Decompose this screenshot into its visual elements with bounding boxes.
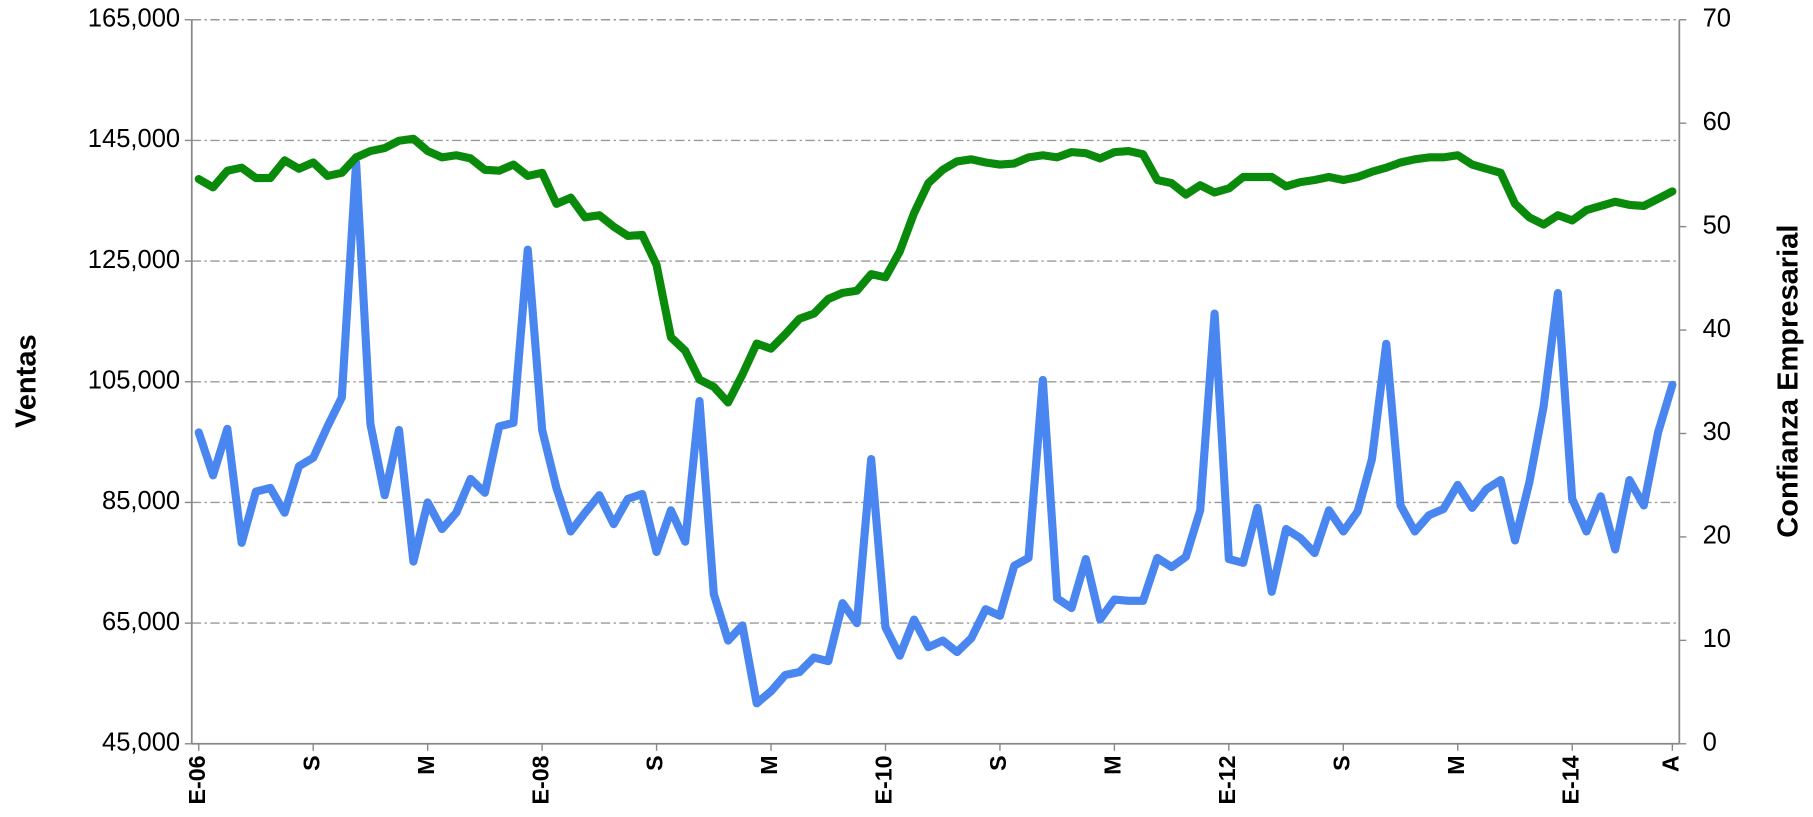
y2-tick-label: 60 xyxy=(1703,108,1731,136)
y-tick-label: 165,000 xyxy=(88,5,180,33)
y-tick-label: 125,000 xyxy=(88,246,180,274)
y2-tick-label: 40 xyxy=(1703,315,1731,343)
y-tick-label: 65,000 xyxy=(102,608,180,636)
x-tick-label: M xyxy=(1443,755,1469,774)
y2-tick-label: 70 xyxy=(1703,5,1731,33)
y2-axis-title: Confianza Empresarial xyxy=(1772,225,1804,538)
y-tick-label: 85,000 xyxy=(102,487,180,515)
x-tick-label: E-08 xyxy=(527,755,553,804)
x-tick-label: S xyxy=(642,755,668,771)
x-tick-label: E-06 xyxy=(184,755,210,804)
y2-tick-label: 30 xyxy=(1703,418,1731,446)
y2-tick-label: 50 xyxy=(1703,211,1731,239)
x-tick-label: E-12 xyxy=(1214,755,1240,804)
y2-tick-label: 20 xyxy=(1703,522,1731,550)
y-axis-title: Ventas xyxy=(11,334,43,428)
x-tick-label: E-10 xyxy=(871,755,897,804)
x-tick-label: E-14 xyxy=(1557,755,1583,804)
x-tick-label: M xyxy=(756,755,782,774)
series-line xyxy=(194,158,1677,708)
y-tick-label: 45,000 xyxy=(102,729,180,757)
x-tick-label: S xyxy=(985,755,1011,771)
x-tick-label: M xyxy=(1100,755,1126,774)
x-tick-label: M xyxy=(413,755,439,774)
y-tick-label: 145,000 xyxy=(88,125,180,153)
x-tick-label: S xyxy=(298,755,324,771)
y2-tick-label: 10 xyxy=(1703,625,1731,653)
x-tick-label: S xyxy=(1328,755,1354,771)
series-line xyxy=(194,134,1677,407)
y-tick-label: 105,000 xyxy=(88,367,180,395)
x-tick-label: A xyxy=(1658,755,1684,772)
y2-tick-label: 0 xyxy=(1703,729,1717,757)
